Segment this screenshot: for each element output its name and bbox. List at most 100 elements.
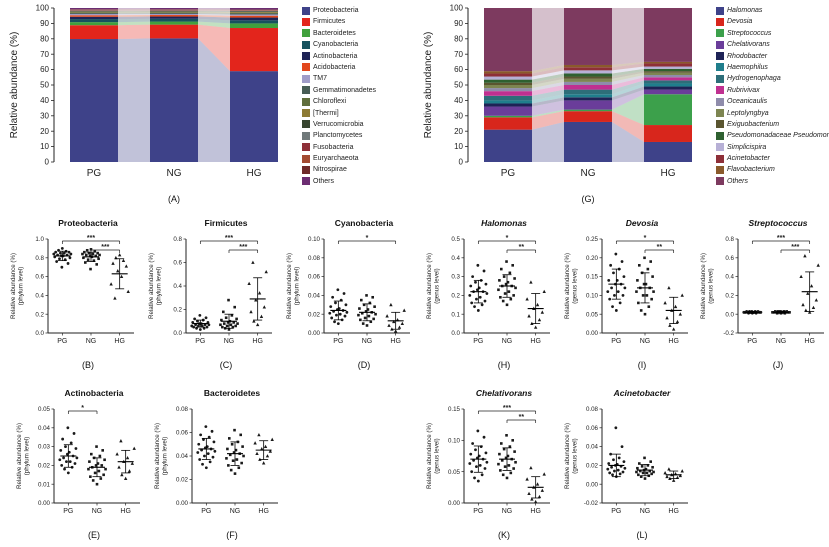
- legend-label: Streptococcus: [727, 29, 772, 37]
- svg-text:NG: NG: [224, 338, 235, 345]
- svg-text:***: ***: [503, 405, 511, 412]
- scatter-plot: 0.00 0.05 0.10 0.15 Relative abundance (%) (g…: [424, 400, 554, 530]
- legend-item: Rhodobacter: [716, 52, 829, 61]
- legend-swatch: [302, 154, 310, 163]
- svg-text:0.6: 0.6: [173, 260, 182, 267]
- svg-text:PG: PG: [201, 508, 211, 515]
- panel-letter: (J): [772, 360, 784, 370]
- svg-text:0.06: 0.06: [308, 274, 321, 281]
- legend-swatch: [716, 165, 724, 174]
- svg-text:0.0: 0.0: [725, 311, 734, 318]
- legend-label: Leptolyngbya: [727, 109, 769, 117]
- legend-label: Haemophilus: [727, 63, 768, 71]
- legend-label: Oceanicaulis: [727, 98, 768, 106]
- stacked-bar-plot-phylum: 0 10 20 30 40 50 60 70 80 90 100 Relative abundance…: [6, 2, 298, 199]
- svg-text:(phylum level): (phylum level): [24, 437, 31, 476]
- svg-text:***: ***: [225, 235, 233, 242]
- legend-item: Nitrospirae: [302, 165, 376, 174]
- svg-text:***: ***: [791, 244, 799, 251]
- panel-title: Actinobacteria: [64, 388, 124, 398]
- legend-swatch: [716, 154, 724, 163]
- panel-letter: (A): [168, 194, 180, 204]
- svg-text:1.0: 1.0: [35, 236, 44, 243]
- legend-item: Simplicispira: [716, 143, 829, 152]
- svg-text:60: 60: [454, 65, 463, 74]
- svg-text:0.2: 0.2: [725, 293, 734, 300]
- svg-text:PG: PG: [501, 168, 516, 179]
- svg-text:HG: HG: [530, 338, 541, 345]
- svg-text:0.4: 0.4: [451, 255, 460, 262]
- svg-text:0.01: 0.01: [38, 481, 51, 488]
- svg-text:HG: HG: [668, 338, 679, 345]
- svg-text:PG: PG: [63, 508, 73, 515]
- panel-title: Cyanobacteria: [334, 218, 394, 228]
- svg-text:0.04: 0.04: [38, 425, 51, 432]
- svg-text:HG: HG: [804, 338, 815, 345]
- legend-label: Nitrospirae: [313, 166, 347, 174]
- legend-swatch: [302, 17, 310, 26]
- legend-label: Others: [313, 177, 335, 185]
- legend-item: Exiguobacterium: [716, 120, 829, 129]
- svg-text:*: *: [506, 235, 509, 242]
- svg-text:50: 50: [454, 81, 463, 90]
- legend-label: Acinetobacter: [727, 155, 770, 163]
- scatter-plot: -0.02 0.00 0.02 0.04 0.06 0.08 Relative abunda…: [562, 400, 692, 530]
- svg-text:0.05: 0.05: [38, 406, 51, 413]
- legend-swatch: [716, 29, 724, 38]
- panel-title: Acinetobacter: [613, 388, 671, 398]
- legend-swatch: [716, 120, 724, 129]
- svg-text:0.5: 0.5: [451, 236, 460, 243]
- svg-text:Relative abundance (%): Relative abundance (%): [426, 253, 433, 319]
- legend-swatch: [302, 109, 310, 118]
- svg-text:Relative abundance (%): Relative abundance (%): [426, 423, 433, 489]
- panel-J: Streptococcus -0.2 0.0 0.2 0.4 0.6 0.8 Relativ…: [698, 218, 828, 370]
- svg-text:0.08: 0.08: [176, 406, 189, 413]
- legend-swatch: [716, 131, 724, 140]
- svg-text:**: **: [519, 244, 525, 251]
- svg-text:0.00: 0.00: [308, 330, 321, 337]
- legend-item: Devosia: [716, 17, 829, 26]
- legend-item: Pseudomonadaceae Pseudomonas: [716, 131, 829, 140]
- legend-swatch: [716, 74, 724, 83]
- svg-text:***: ***: [777, 235, 785, 242]
- svg-text:0.00: 0.00: [586, 481, 599, 488]
- panel-letter: (F): [226, 530, 238, 540]
- svg-text:0.25: 0.25: [586, 236, 599, 243]
- svg-text:70: 70: [40, 50, 49, 59]
- svg-text:(phylum level): (phylum level): [156, 267, 163, 306]
- legend-label: Devosia: [727, 18, 753, 26]
- svg-text:0.8: 0.8: [173, 236, 182, 243]
- legend-item: Haemophilus: [716, 63, 829, 72]
- svg-text:*: *: [644, 235, 647, 242]
- svg-text:0.10: 0.10: [448, 437, 461, 444]
- svg-text:100: 100: [450, 4, 464, 13]
- legend-swatch: [302, 131, 310, 140]
- svg-text:0.0: 0.0: [451, 330, 460, 337]
- svg-text:0.4: 0.4: [725, 274, 734, 281]
- legend-label: Cyanobacteria: [313, 41, 359, 49]
- svg-text:Relative abundance (%): Relative abundance (%): [16, 423, 23, 489]
- legend-swatch: [302, 29, 310, 38]
- legend-item: Others: [716, 177, 829, 186]
- svg-text:HG: HG: [258, 508, 269, 515]
- panel-E: Actinobacteria 0.00 0.01 0.02 0.03 0.04 0.05 R…: [14, 388, 144, 540]
- svg-text:0.8: 0.8: [725, 236, 734, 243]
- svg-text:Relative abundance (%): Relative abundance (%): [700, 253, 707, 319]
- panel-letter: (D): [357, 360, 371, 370]
- svg-text:Relative abundance (%): Relative abundance (%): [423, 32, 434, 139]
- svg-text:90: 90: [40, 19, 49, 28]
- svg-text:0.15: 0.15: [448, 406, 461, 413]
- svg-text:0.00: 0.00: [176, 500, 189, 507]
- svg-text:(genus level): (genus level): [572, 438, 579, 473]
- legend-item: Chloroflexi: [302, 97, 376, 106]
- panel-letter: (G): [581, 194, 595, 204]
- svg-text:0.04: 0.04: [176, 453, 189, 460]
- panel-L: Acinetobacter -0.02 0.00 0.02 0.04 0.06 0.08 R…: [562, 388, 692, 540]
- svg-text:10: 10: [40, 142, 49, 151]
- panel-H: Halomonas 0.0 0.1 0.2 0.3 0.4 0.5 Relative abu…: [424, 218, 554, 370]
- legend-label: Rubrivivax: [727, 86, 760, 94]
- svg-text:-0.02: -0.02: [584, 500, 599, 507]
- svg-text:NG: NG: [230, 508, 241, 515]
- svg-text:90: 90: [454, 19, 463, 28]
- svg-text:HG: HG: [668, 508, 679, 515]
